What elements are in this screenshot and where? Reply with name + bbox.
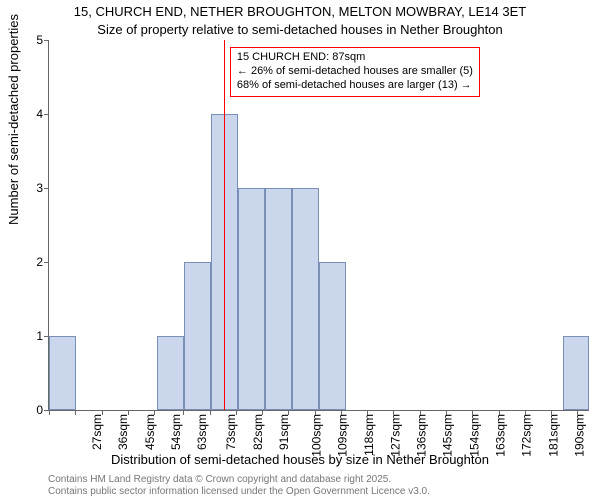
x-tick-label: 136sqm bbox=[415, 414, 429, 457]
histogram-bar bbox=[265, 188, 292, 410]
y-tick-mark bbox=[44, 262, 49, 263]
x-tick-label: 190sqm bbox=[572, 414, 586, 457]
x-tick-mark bbox=[341, 410, 342, 415]
x-tick-mark bbox=[183, 410, 184, 415]
x-tick-label: 82sqm bbox=[251, 414, 265, 450]
x-tick-label: 118sqm bbox=[361, 414, 375, 456]
x-tick-mark bbox=[154, 410, 155, 415]
x-tick-label: 54sqm bbox=[169, 414, 183, 450]
y-tick-mark bbox=[44, 188, 49, 189]
property-marker-line bbox=[224, 40, 225, 410]
y-tick-mark bbox=[44, 40, 49, 41]
x-tick-label: 163sqm bbox=[494, 414, 508, 457]
x-tick-label: 172sqm bbox=[520, 414, 534, 457]
x-tick-label: 127sqm bbox=[389, 414, 403, 457]
footer-attribution: Contains HM Land Registry data © Crown c… bbox=[48, 474, 430, 498]
annotation-box: 15 CHURCH END: 87sqm ← 26% of semi-detac… bbox=[230, 47, 480, 96]
x-tick-mark bbox=[315, 410, 316, 415]
x-tick-mark bbox=[236, 410, 237, 415]
x-tick-label: 109sqm bbox=[336, 414, 350, 457]
histogram-bar bbox=[157, 336, 184, 410]
annotation-larger: 68% of semi-detached houses are larger (… bbox=[237, 79, 473, 93]
histogram-bar bbox=[184, 262, 211, 410]
x-tick-mark bbox=[102, 410, 103, 415]
x-tick-mark bbox=[420, 410, 421, 415]
y-tick-mark bbox=[44, 114, 49, 115]
x-tick-mark bbox=[472, 410, 473, 415]
x-tick-mark bbox=[499, 410, 500, 415]
histogram-bar bbox=[238, 188, 265, 410]
x-tick-label: 36sqm bbox=[116, 414, 130, 450]
histogram-bar bbox=[319, 262, 346, 410]
x-tick-mark bbox=[367, 410, 368, 415]
x-axis-label: Distribution of semi-detached houses by … bbox=[0, 452, 600, 467]
x-tick-mark bbox=[393, 410, 394, 415]
x-tick-label: 181sqm bbox=[546, 414, 560, 457]
x-tick-label: 63sqm bbox=[195, 414, 209, 450]
x-tick-label: 45sqm bbox=[143, 414, 157, 450]
x-tick-label: 100sqm bbox=[310, 414, 324, 457]
x-tick-mark bbox=[577, 410, 578, 415]
histogram-bar bbox=[292, 188, 319, 410]
plot-area: 01234527sqm36sqm45sqm54sqm63sqm73sqm82sq… bbox=[48, 40, 589, 411]
chart-title-sub: Size of property relative to semi-detach… bbox=[0, 22, 600, 37]
footer-line2: Contains public sector information licen… bbox=[48, 486, 430, 498]
chart-title-main: 15, CHURCH END, NETHER BROUGHTON, MELTON… bbox=[0, 4, 600, 19]
x-tick-label: 154sqm bbox=[467, 414, 481, 457]
chart-container: 15, CHURCH END, NETHER BROUGHTON, MELTON… bbox=[0, 0, 600, 500]
x-tick-mark bbox=[446, 410, 447, 415]
x-tick-label: 73sqm bbox=[224, 414, 238, 450]
x-tick-mark bbox=[288, 410, 289, 415]
x-tick-mark bbox=[525, 410, 526, 415]
histogram-bar bbox=[563, 336, 589, 410]
x-tick-mark bbox=[262, 410, 263, 415]
annotation-header: 15 CHURCH END: 87sqm bbox=[237, 51, 473, 65]
footer-line1: Contains HM Land Registry data © Crown c… bbox=[48, 474, 430, 486]
x-tick-mark bbox=[75, 410, 76, 415]
x-tick-mark bbox=[210, 410, 211, 415]
x-tick-label: 145sqm bbox=[441, 414, 455, 457]
x-tick-mark bbox=[551, 410, 552, 415]
x-tick-label: 27sqm bbox=[90, 414, 104, 450]
histogram-bar bbox=[49, 336, 76, 410]
x-tick-mark bbox=[128, 410, 129, 415]
x-tick-label: 91sqm bbox=[277, 414, 291, 450]
x-tick-mark bbox=[49, 410, 50, 415]
annotation-smaller: ← 26% of semi-detached houses are smalle… bbox=[237, 65, 473, 79]
